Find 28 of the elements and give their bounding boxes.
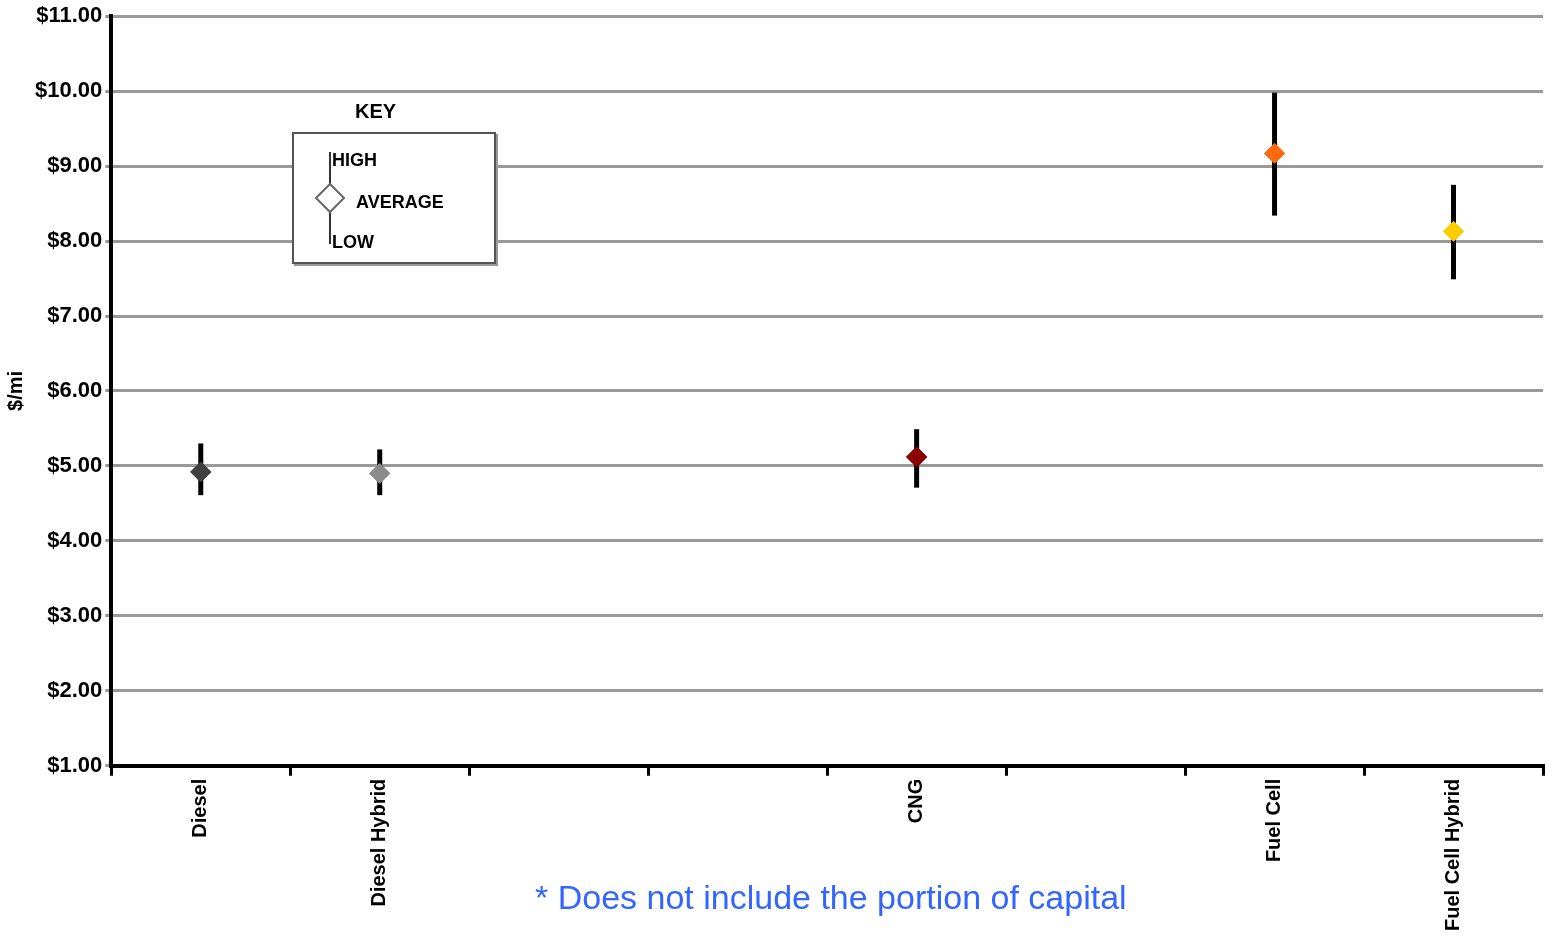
y-tick-label: $2.00 bbox=[47, 676, 103, 702]
y-tick-label: $1.00 bbox=[47, 751, 103, 777]
y-tick-label: $8.00 bbox=[47, 227, 103, 253]
point bbox=[906, 446, 928, 468]
x-tick-label: Diesel Hybrid bbox=[367, 778, 390, 907]
point bbox=[1264, 142, 1286, 164]
y-tick-label: $6.00 bbox=[47, 377, 103, 403]
point bbox=[190, 461, 212, 483]
point bbox=[1443, 220, 1465, 242]
key-box: HIGH AVERAGE LOW bbox=[292, 132, 496, 264]
x-tick-label: Diesel bbox=[188, 778, 211, 838]
x-tick-label: Fuel Cell Hybrid bbox=[1441, 778, 1464, 931]
y-tick-label: $4.00 bbox=[47, 526, 103, 552]
y-tick-label: $11.00 bbox=[36, 2, 103, 28]
y-tick-label: $5.00 bbox=[47, 451, 103, 477]
y-axis-title: $/mi bbox=[3, 370, 26, 411]
y-tick-label: $3.00 bbox=[47, 601, 103, 627]
annotation: AVERAGE bbox=[356, 192, 444, 213]
annotation: HIGH bbox=[332, 150, 377, 171]
y-tick-label: $9.00 bbox=[47, 152, 103, 178]
y-tick-label: $10.00 bbox=[34, 77, 103, 103]
x-tick-label: CNG bbox=[904, 778, 927, 824]
x-tick-label: Fuel Cell bbox=[1262, 778, 1285, 863]
annotation: LOW bbox=[332, 232, 374, 253]
point bbox=[369, 462, 391, 484]
text: * Does not include the portion of capital bbox=[535, 878, 1127, 917]
annotation: KEY bbox=[355, 100, 397, 123]
y-tick-label: $7.00 bbox=[47, 302, 103, 328]
